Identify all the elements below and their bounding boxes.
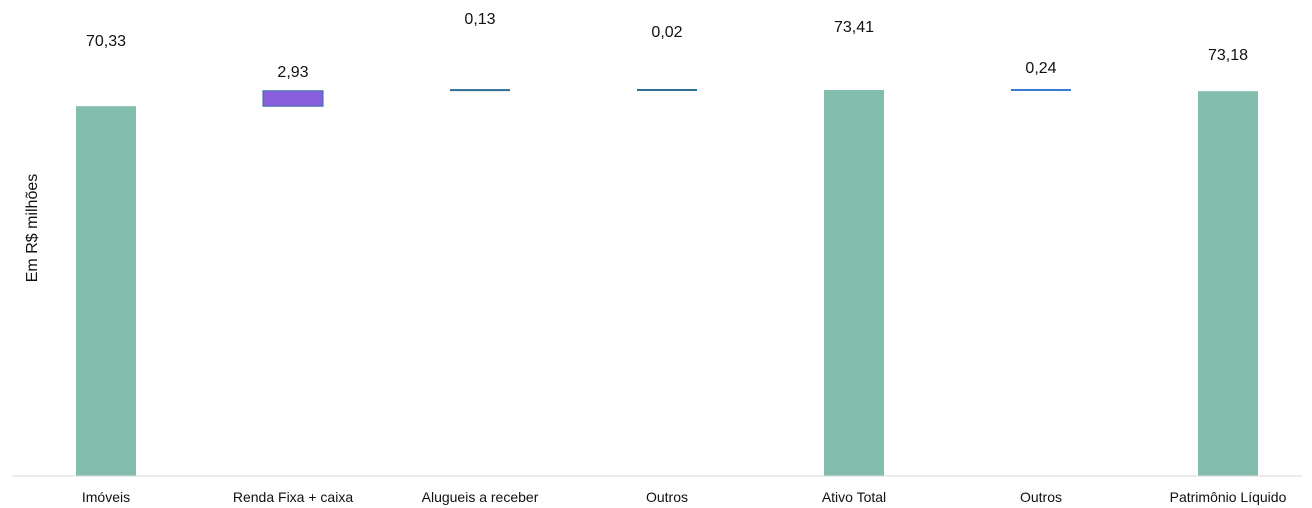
plot-area: 70,33 Imóveis 2,93 Renda Fixa + caixa 0,13 Al…: [76, 11, 1287, 505]
data-label: 0,02: [651, 24, 682, 41]
increase-bar: [262, 90, 324, 107]
data-label: 73,41: [834, 19, 874, 36]
category-label: Patrimônio Líquido: [1170, 489, 1287, 505]
data-label: 0,13: [464, 11, 495, 28]
increase-step: [450, 89, 510, 92]
category-label: Outros: [1020, 489, 1062, 505]
category-label: Outros: [646, 489, 688, 505]
total-bar: [824, 90, 884, 476]
category-label: Alugueis a receber: [422, 489, 539, 505]
category-label: Imóveis: [82, 489, 130, 505]
data-label: 73,18: [1208, 47, 1248, 64]
category-label: Renda Fixa + caixa: [233, 489, 353, 505]
decrease-step: [1011, 89, 1071, 91]
y-axis-label: Em R$ milhões: [24, 174, 41, 282]
data-label: 70,33: [86, 33, 126, 50]
total-bar: [76, 106, 136, 476]
data-label: 0,24: [1025, 60, 1056, 77]
data-label: 2,93: [277, 64, 308, 81]
increase-step: [637, 89, 697, 91]
total-bar: [1198, 91, 1258, 476]
category-label: Ativo Total: [822, 489, 886, 505]
